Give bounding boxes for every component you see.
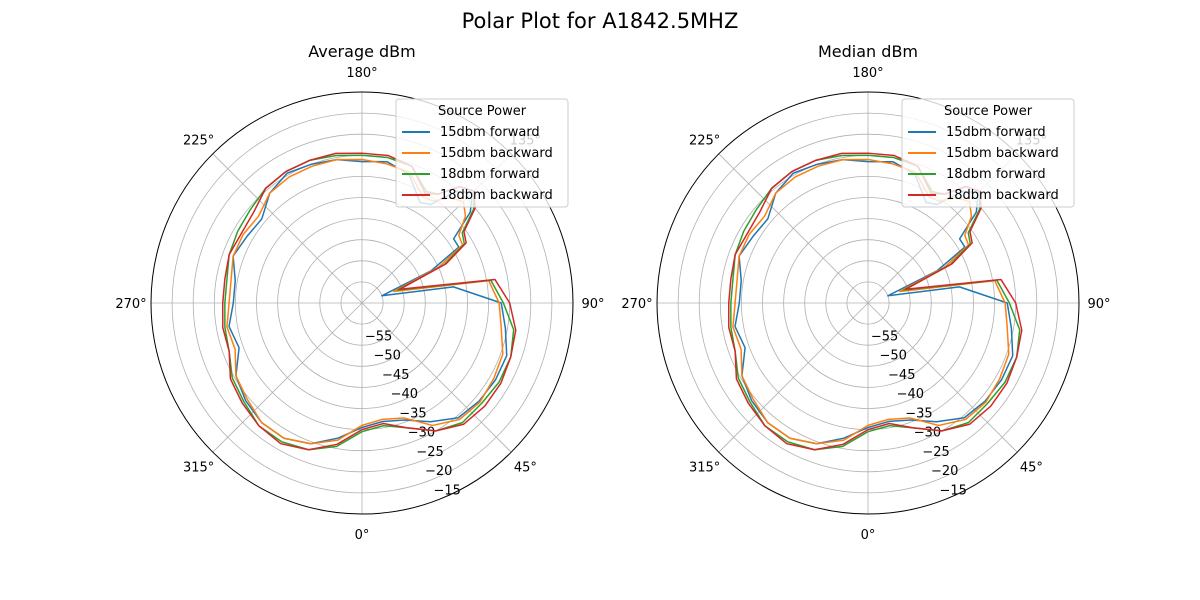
theta-tick-label: 0° <box>861 528 876 543</box>
theta-tick-label: 180° <box>852 66 883 81</box>
theta-tick-label: 270° <box>115 297 146 312</box>
r-tick-label: −15 <box>940 483 967 498</box>
r-tick-label: −25 <box>922 445 949 460</box>
angular-gridline <box>867 302 1018 453</box>
legend-box <box>901 98 1075 208</box>
r-tick-label: −20 <box>425 464 452 479</box>
r-tick-label: −15 <box>434 483 461 498</box>
theta-tick-label: 45° <box>514 460 537 475</box>
polar-chart-median: Median dBm 0°45°90°135°180°225°270°315°−… <box>621 42 1110 543</box>
r-tick-label: −55 <box>871 329 898 344</box>
r-tick-label: −35 <box>399 406 426 421</box>
legend-label: 18dbm backward <box>946 188 1059 203</box>
r-tick-label: −20 <box>931 464 958 479</box>
legend-box <box>395 98 569 208</box>
legend-label: 15dbm backward <box>946 146 1059 161</box>
angular-gridline <box>718 302 869 453</box>
r-tick-label: −50 <box>879 349 906 364</box>
chart-title: Average dBm <box>308 42 416 61</box>
theta-tick-label: 270° <box>621 297 652 312</box>
angular-gridline <box>361 302 512 453</box>
theta-tick-label: 315° <box>183 460 214 475</box>
r-tick-label: −50 <box>373 349 400 364</box>
legend-label: 15dbm forward <box>440 125 540 140</box>
legend-title: Source Power <box>944 104 1033 119</box>
legend-label: 18dbm forward <box>946 167 1046 182</box>
polar-chart-average: Average dBm 0°45°90°135°180°225°270°315°… <box>115 42 604 543</box>
r-tick-label: −45 <box>382 368 409 383</box>
legend-label: 18dbm forward <box>440 167 540 182</box>
chart-title: Median dBm <box>818 42 918 61</box>
theta-tick-label: 180° <box>346 66 377 81</box>
legend: Source Power 15dbm forward 15dbm backward 1… <box>395 98 569 208</box>
legend-label: 15dbm backward <box>440 146 553 161</box>
theta-tick-label: 90° <box>1087 297 1110 312</box>
theta-tick-label: 90° <box>581 297 604 312</box>
r-tick-label: −40 <box>391 387 418 402</box>
legend-title: Source Power <box>438 104 527 119</box>
theta-tick-label: 315° <box>689 460 720 475</box>
polar-frame <box>656 91 1080 515</box>
theta-tick-label: 45° <box>1020 460 1043 475</box>
angular-gridline <box>212 302 363 453</box>
r-tick-label: −40 <box>897 387 924 402</box>
figure-title: Polar Plot for A1842.5MHZ <box>462 9 739 33</box>
theta-tick-label: 225° <box>689 134 720 149</box>
r-tick-label: −45 <box>888 368 915 383</box>
r-tick-label: −55 <box>365 329 392 344</box>
angular-gridline <box>212 153 363 304</box>
r-tick-label: −35 <box>905 406 932 421</box>
angular-gridline <box>718 153 869 304</box>
theta-tick-label: 225° <box>183 134 214 149</box>
theta-tick-label: 0° <box>355 528 370 543</box>
polar-frame <box>150 91 574 515</box>
legend-label: 18dbm backward <box>440 188 553 203</box>
r-tick-label: −25 <box>416 445 443 460</box>
legend: Source Power 15dbm forward 15dbm backward 1… <box>901 98 1075 208</box>
legend-label: 15dbm forward <box>946 125 1046 140</box>
